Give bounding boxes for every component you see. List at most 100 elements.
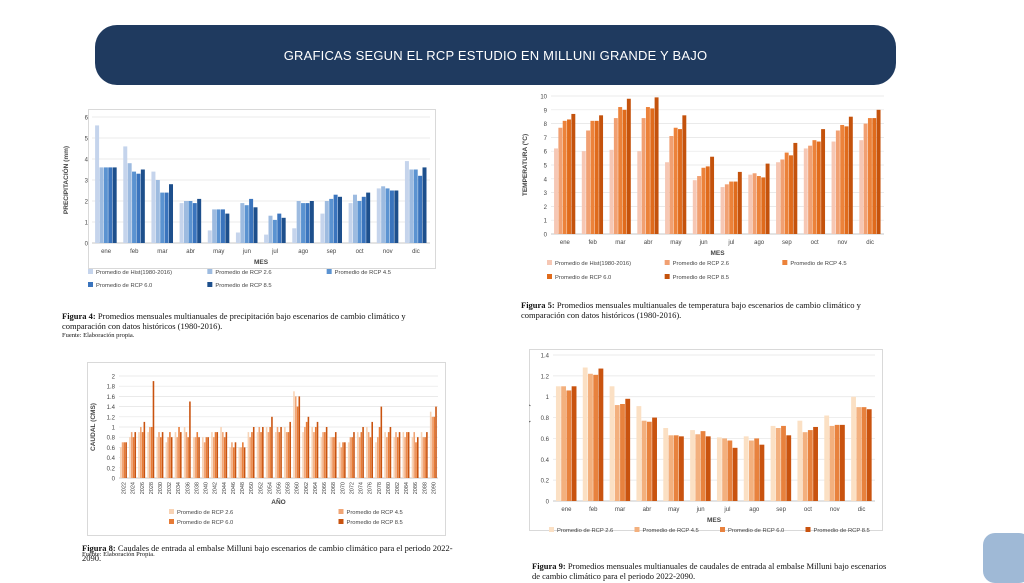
x-tick-label: 2046 <box>231 482 237 494</box>
bar <box>748 174 753 234</box>
bar <box>851 396 856 501</box>
bar <box>840 124 845 234</box>
x-tick-label: may <box>670 240 681 246</box>
legend-label: Promedio de RCP 4.5 <box>643 528 699 534</box>
bar <box>251 432 253 478</box>
bar <box>863 123 868 234</box>
x-tick-label: jun <box>696 507 705 513</box>
bar <box>669 136 674 234</box>
y-tick-label: 3 <box>544 191 548 197</box>
bar <box>112 167 117 243</box>
x-tick-label: feb <box>588 240 597 246</box>
bar <box>393 437 396 478</box>
x-tick-label: 2024 <box>131 482 137 494</box>
bar <box>212 437 215 478</box>
bar <box>252 427 255 478</box>
bar <box>422 437 425 478</box>
bar <box>780 159 785 234</box>
bar <box>645 107 650 234</box>
figure-9-text: Promedios mensuales multianuales de caud… <box>532 561 887 581</box>
bar <box>169 432 171 478</box>
x-axis-title: AÑO <box>271 497 285 506</box>
bar <box>170 437 173 478</box>
x-tick-label: sep <box>782 240 792 246</box>
x-axis-title: MES <box>254 259 269 266</box>
x-tick-label: 2086 <box>413 482 419 494</box>
bar <box>839 424 845 501</box>
bar <box>320 213 325 243</box>
x-tick-label: 2054 <box>267 482 273 494</box>
bar <box>413 169 418 243</box>
bar <box>732 447 738 501</box>
figure-4-label: Figura 4: <box>62 311 96 321</box>
bar <box>223 437 226 478</box>
y-tick-label: 0.4 <box>541 458 550 464</box>
bar <box>352 194 357 243</box>
bar <box>690 430 695 501</box>
bar <box>378 427 381 478</box>
bar <box>281 217 286 243</box>
bar <box>812 140 817 234</box>
bar <box>402 432 405 478</box>
bar <box>650 108 655 234</box>
figure-4-text: Promedios mensuales multianuales de prec… <box>62 311 406 331</box>
bar <box>609 386 615 501</box>
bar <box>431 416 434 478</box>
y-tick-label: 10 <box>540 95 547 101</box>
bar <box>614 405 620 501</box>
bar <box>756 176 761 234</box>
bar <box>622 109 627 234</box>
bar <box>189 401 191 478</box>
x-tick-label: nov <box>838 240 848 246</box>
bar <box>216 209 221 243</box>
bar <box>235 232 240 243</box>
bar <box>395 432 397 478</box>
x-tick-label: 2032 <box>167 482 173 494</box>
legend-label: Promedio de Hist(1980-2016) <box>96 270 172 276</box>
bar <box>411 437 414 478</box>
bar <box>130 432 133 478</box>
bar <box>371 421 373 478</box>
bar <box>360 432 363 478</box>
legend-swatch <box>547 260 552 265</box>
bar <box>682 115 687 234</box>
y-tick-label: 1.4 <box>541 354 550 360</box>
bar <box>320 437 323 478</box>
x-tick-label: jun <box>699 240 708 246</box>
y-tick-label: 0 <box>112 477 116 483</box>
bar <box>701 167 706 234</box>
x-tick-label: 2074 <box>359 482 365 494</box>
x-tick-label: ago <box>754 240 765 246</box>
bar <box>609 149 614 234</box>
bar <box>205 437 208 478</box>
bar <box>269 427 271 478</box>
legend-label: Promedio de RCP 6.0 <box>728 528 784 534</box>
bar <box>194 437 197 478</box>
x-tick-label: jul <box>727 240 734 246</box>
bar <box>654 97 659 234</box>
y-tick-label: 7 <box>544 136 548 142</box>
bar <box>247 432 250 478</box>
bar <box>626 98 631 234</box>
bar <box>121 442 124 478</box>
x-tick-label: jul <box>271 249 278 255</box>
bar <box>161 432 164 478</box>
bar <box>381 186 386 243</box>
bar <box>426 432 428 478</box>
bar <box>242 442 244 478</box>
bar <box>729 181 734 234</box>
legend-swatch <box>169 509 174 514</box>
bar <box>646 421 652 501</box>
bar <box>272 219 277 243</box>
figure-4-caption: Figura 4: Promedios mensuales multianual… <box>62 311 440 331</box>
bar <box>593 374 599 501</box>
bar <box>361 196 366 243</box>
banner-title: GRAFICAS SEGUN EL RCP ESTUDIO EN MILLUNI… <box>283 47 708 63</box>
bar <box>362 427 364 478</box>
bar <box>307 416 310 478</box>
bar <box>249 198 254 243</box>
bar <box>598 368 604 501</box>
x-tick-label: 2058 <box>286 482 292 494</box>
bar <box>720 187 725 234</box>
bar <box>770 425 776 501</box>
